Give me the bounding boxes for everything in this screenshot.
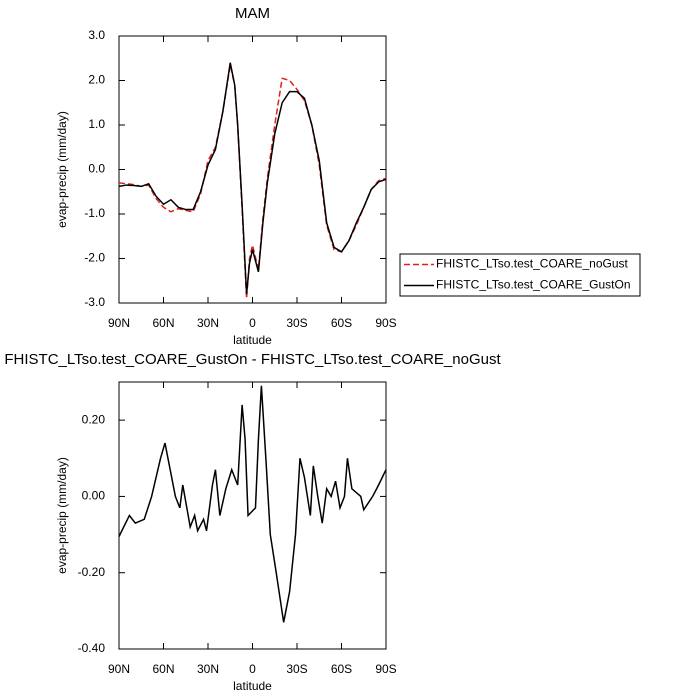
legend-frame — [399, 253, 641, 297]
chart-title: FHISTC_LTso.test_COARE_GustOn - FHISTC_L… — [4, 351, 501, 368]
x-tick-label: 60N — [152, 316, 174, 330]
series-line — [118, 62, 387, 295]
y-tick-label: 0.20 — [82, 412, 106, 426]
y-tick-label: -3.0 — [84, 295, 105, 309]
y-axis-label: evap-precip (mm/day) — [55, 111, 69, 228]
x-tick-label: 30N — [197, 662, 219, 676]
x-tick-label: 60S — [331, 662, 352, 676]
x-tick-label: 90S — [375, 662, 396, 676]
y-tick-label: 3.0 — [88, 28, 105, 42]
x-tick-label: 60N — [152, 662, 174, 676]
x-tick-label: 90N — [108, 662, 130, 676]
x-tick-label: 30S — [286, 662, 307, 676]
y-tick-label: 2.0 — [88, 73, 105, 87]
x-axis-label: latitude — [233, 333, 272, 347]
plot-frame — [118, 381, 387, 650]
x-axis-label: latitude — [233, 679, 272, 693]
series-line — [118, 64, 387, 299]
x-tick-label: 60S — [331, 316, 352, 330]
x-tick-label: 30N — [197, 316, 219, 330]
y-tick-label: 1.0 — [88, 117, 105, 131]
series-line — [118, 385, 387, 623]
y-tick-label: 0.0 — [88, 162, 105, 176]
x-tick-label: 90N — [108, 316, 130, 330]
y-tick-label: 0.00 — [82, 489, 106, 503]
x-tick-label: 0 — [249, 662, 256, 676]
y-tick-label: -0.40 — [78, 641, 106, 655]
x-tick-label: 30S — [286, 316, 307, 330]
chart-title: MAM — [235, 5, 270, 22]
y-tick-label: -0.20 — [78, 565, 106, 579]
plot-frame — [118, 35, 387, 304]
legend-label: FHISTC_LTso.test_COARE_GustOn — [436, 278, 631, 292]
y-axis-label: evap-precip (mm/day) — [55, 457, 69, 574]
legend-label: FHISTC_LTso.test_COARE_noGust — [436, 257, 629, 271]
y-tick-label: -2.0 — [84, 251, 105, 265]
y-tick-label: -1.0 — [84, 206, 105, 220]
x-tick-label: 90S — [375, 316, 396, 330]
x-tick-label: 0 — [249, 316, 256, 330]
